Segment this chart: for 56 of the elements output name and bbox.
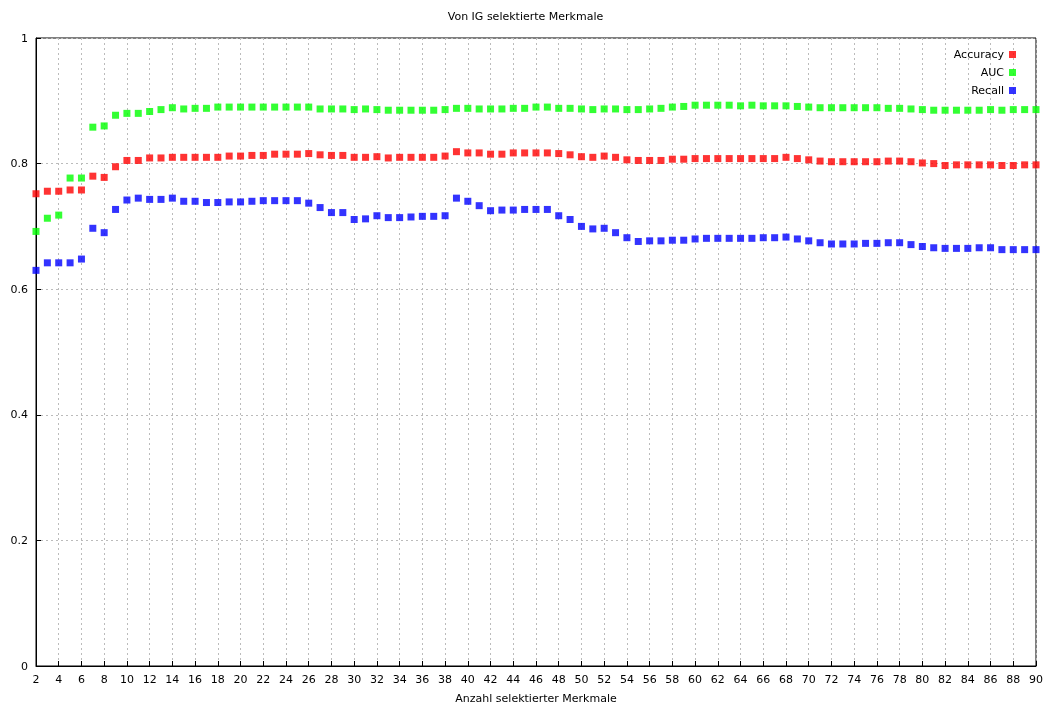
- x-tick-label: 16: [188, 673, 203, 686]
- x-tick-label: 42: [483, 673, 498, 686]
- x-tick-label: 82: [938, 673, 953, 686]
- x-tick-label: 46: [529, 673, 543, 686]
- x-tick-label: 84: [960, 673, 975, 686]
- x-tick-label: 32: [369, 673, 384, 686]
- x-tick-label: 48: [551, 673, 566, 686]
- chart-title: Von IG selektierte Merkmale: [447, 10, 604, 23]
- x-tick-label: 88: [1006, 673, 1021, 686]
- x-tick-label: 18: [210, 673, 225, 686]
- x-axis-title: Anzahl selektierter Merkmale: [455, 692, 617, 705]
- x-tick-label: 56: [642, 673, 657, 686]
- x-tick-label: 60: [688, 673, 703, 686]
- x-tick-label: 74: [847, 673, 862, 686]
- legend-label: AUC: [980, 66, 1005, 79]
- x-tick-label: 54: [619, 673, 634, 686]
- y-tick-label: 0.8: [10, 157, 28, 171]
- x-tick-label: 66: [756, 673, 771, 686]
- x-tick-label: 86: [983, 673, 998, 686]
- x-tick-label: 72: [824, 673, 839, 686]
- x-tick-label: 64: [733, 673, 748, 686]
- x-tick-label: 2: [32, 673, 40, 686]
- x-tick-label: 80: [915, 673, 930, 686]
- x-tick-label: 38: [438, 673, 453, 686]
- x-tick-label: 34: [392, 673, 407, 686]
- x-tick-label: 20: [233, 673, 248, 686]
- x-tick-label: 8: [100, 673, 108, 686]
- x-tick-label: 22: [256, 673, 271, 686]
- x-tick-label: 58: [665, 673, 680, 686]
- x-tick-label: 76: [869, 673, 884, 686]
- x-tick-label: 70: [801, 673, 816, 686]
- x-tick-label: 40: [460, 673, 475, 686]
- x-tick-label: 26: [301, 673, 316, 686]
- x-tick-label: 10: [119, 673, 134, 686]
- y-tick-label: 1: [21, 31, 28, 45]
- legend-label: Accuracy: [953, 48, 1005, 61]
- x-tick-label: 6: [77, 673, 85, 686]
- y-tick-label: 0: [21, 659, 28, 673]
- x-tick-label: 44: [506, 673, 521, 686]
- x-tick-label: 12: [142, 673, 157, 686]
- x-tick-label: 50: [574, 673, 589, 686]
- x-tick-label: 14: [165, 673, 180, 686]
- x-tick-label: 36: [415, 673, 430, 686]
- x-tick-label: 24: [279, 673, 293, 686]
- x-tick-label: 78: [892, 673, 907, 686]
- legend-label: Recall: [971, 84, 1004, 97]
- x-tick-label: 52: [597, 673, 612, 686]
- x-tick-label: 4: [55, 673, 63, 686]
- x-tick-label: 68: [779, 673, 793, 686]
- x-tick-label: 28: [324, 673, 339, 686]
- y-tick-label: 0.2: [10, 533, 28, 547]
- y-tick-label: 0.4: [10, 408, 28, 422]
- x-tick-label: 30: [347, 673, 362, 686]
- x-tick-label: 90: [1029, 673, 1043, 686]
- x-tick-label: 62: [710, 673, 725, 686]
- y-tick-label: 0.6: [10, 282, 28, 296]
